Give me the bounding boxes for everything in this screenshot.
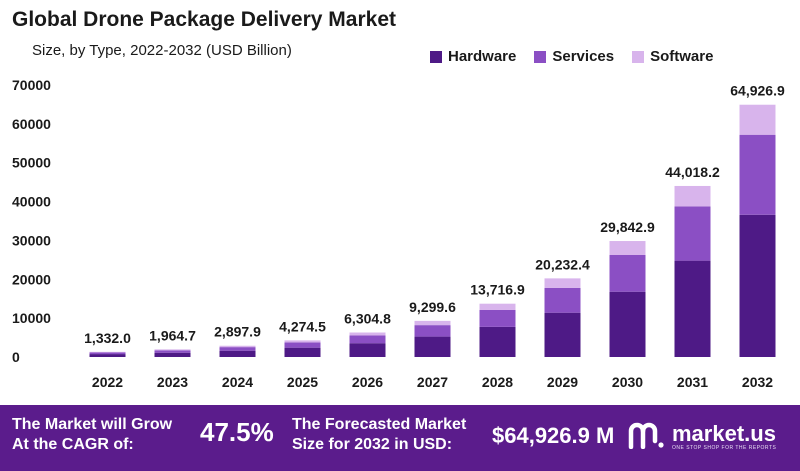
y-tick-label: 40000	[12, 194, 51, 210]
y-tick-label: 0	[12, 349, 20, 365]
bar-hardware-2027	[414, 336, 451, 357]
brand-name: market.us	[672, 421, 776, 446]
bar-hardware-2028	[479, 326, 516, 357]
bar-software-2029	[544, 278, 581, 288]
data-label-total: 9,299.6	[409, 299, 456, 315]
bar-software-2023	[154, 349, 191, 351]
bar-services-2031	[674, 206, 711, 261]
bar-hardware-2031	[674, 260, 711, 357]
bar-software-2031	[674, 185, 711, 207]
y-tick-label: 70000	[12, 77, 51, 93]
bar-services-2028	[479, 309, 516, 327]
x-tick-label: 2032	[742, 374, 773, 390]
bar-services-2026	[349, 335, 386, 344]
legend-item-services: Services	[534, 48, 614, 65]
cagr-value: 47.5%	[200, 417, 274, 447]
cagr-caption-line2: At the CAGR of:	[12, 436, 134, 453]
legend-swatch-services	[534, 50, 547, 63]
legend-swatch-hardware	[430, 50, 442, 63]
legend-item-software: Software	[632, 48, 713, 65]
forecast-caption-line2: Size for 2032 in USD:	[292, 436, 453, 453]
x-tick-label: 2026	[352, 374, 383, 390]
forecast-caption: The Forecasted Market Size for 2032 in U…	[292, 415, 466, 455]
legend-label-software: Software	[650, 48, 714, 65]
market-us-logo-icon	[628, 422, 664, 449]
data-label-total: 20,232.4	[535, 256, 590, 272]
bar-hardware-2025	[284, 347, 321, 357]
bar-services-2032	[739, 134, 776, 215]
cagr-caption-line1: The Market will Grow	[12, 416, 173, 433]
x-tick-label: 2031	[677, 374, 708, 390]
bar-services-2027	[414, 325, 451, 337]
legend-item-hardware: Hardware	[430, 48, 516, 65]
bar-hardware-2030	[609, 291, 646, 357]
chart-subtitle: Size, by Type, 2022-2032 (USD Billion)	[32, 42, 292, 59]
x-tick-label: 2023	[157, 374, 188, 390]
bar-services-2022	[89, 352, 126, 355]
bar-services-2025	[284, 342, 321, 348]
bar-hardware-2022	[89, 354, 126, 357]
cagr-caption: The Market will Grow At the CAGR of:	[12, 415, 172, 455]
bar-services-2029	[544, 287, 581, 313]
y-tick-label: 10000	[12, 310, 51, 326]
stacked-bar-chart: 0 10000 20000 30000 40000 50000 60000 70000 1,33…	[12, 77, 785, 390]
bar-services-2024	[219, 347, 256, 351]
bar-services-2023	[154, 350, 191, 353]
data-label-total: 1,964.7	[149, 327, 196, 343]
x-tick-label: 2022	[92, 374, 123, 390]
data-label-total: 2,897.9	[214, 324, 261, 340]
bar-software-2022	[89, 351, 126, 353]
bar-hardware-2032	[739, 214, 776, 357]
bar-software-2026	[349, 332, 386, 336]
bar-hardware-2023	[154, 352, 191, 357]
legend-label-hardware: Hardware	[448, 48, 517, 65]
y-tick-label: 60000	[12, 116, 51, 132]
brand-logo: market.us ONE STOP SHOP FOR THE REPORTS	[628, 419, 777, 451]
x-tick-label: 2025	[287, 374, 318, 390]
y-tick-label: 20000	[12, 271, 51, 287]
y-tick-label: 30000	[12, 232, 51, 248]
forecast-value: $64,926.9 M	[492, 423, 615, 448]
x-tick-label: 2029	[547, 374, 578, 390]
bar-software-2032	[739, 104, 776, 135]
bar-software-2027	[414, 320, 451, 326]
data-label-total: 6,304.8	[344, 311, 391, 327]
x-tick-label: 2027	[417, 374, 448, 390]
x-tick-label: 2028	[482, 374, 513, 390]
data-label-total: 4,274.5	[279, 318, 326, 334]
legend-swatch-software	[632, 50, 645, 63]
chart-legend: Hardware Services Software	[430, 48, 713, 65]
data-label-total: 44,018.2	[665, 164, 720, 180]
forecast-caption-line1: The Forecasted Market	[292, 416, 467, 433]
y-tick-label: 50000	[12, 155, 51, 171]
bar-software-2025	[284, 340, 321, 343]
data-label-total: 13,716.9	[470, 282, 525, 298]
brand-tagline: ONE STOP SHOP FOR THE REPORTS	[672, 445, 777, 451]
bar-software-2030	[609, 241, 646, 255]
legend-label-services: Services	[552, 48, 615, 65]
bar-software-2028	[479, 303, 516, 310]
bar-services-2030	[609, 255, 646, 292]
chart-title: Global Drone Package Delivery Market	[12, 8, 396, 31]
data-label-total: 1,332.0	[84, 330, 131, 346]
bar-hardware-2026	[349, 343, 386, 357]
x-tick-label: 2024	[222, 374, 253, 390]
data-label-total: 64,926.9	[730, 83, 785, 99]
bar-hardware-2029	[544, 312, 581, 357]
data-label-total: 29,842.9	[600, 219, 655, 235]
x-tick-label: 2030	[612, 374, 643, 390]
bar-software-2024	[219, 345, 256, 348]
footer-banner: The Market will Grow At the CAGR of: 47.…	[0, 405, 800, 471]
bar-hardware-2024	[219, 350, 256, 357]
